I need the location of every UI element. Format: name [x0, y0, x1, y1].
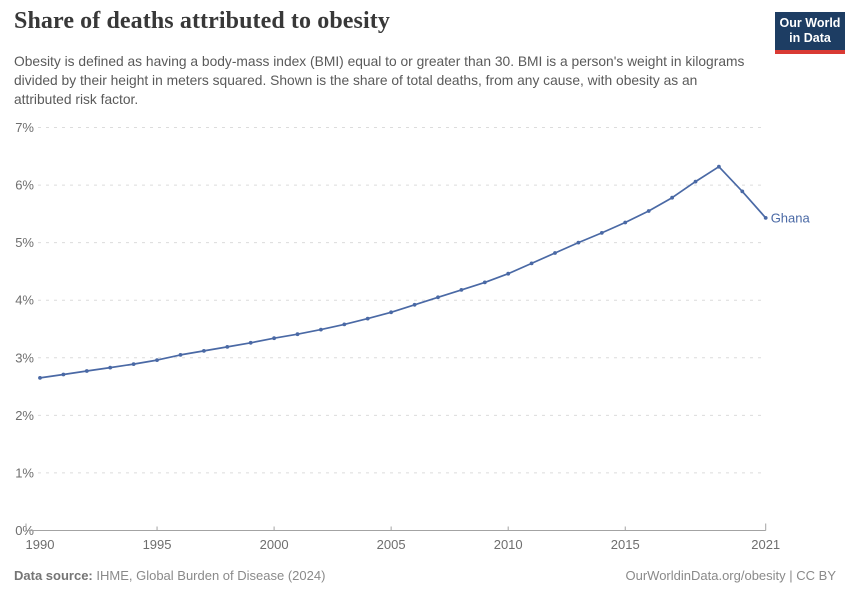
y-axis-tick-label: 2% [15, 408, 34, 423]
y-axis-tick-label: 1% [15, 465, 34, 480]
data-point [202, 349, 206, 353]
x-axis-tick-label: 2021 [751, 537, 780, 552]
data-point [38, 376, 42, 380]
data-point [342, 322, 347, 327]
data-point [84, 369, 89, 373]
chart-footer: Data source: IHME, Global Burden of Dise… [14, 568, 836, 583]
y-axis-tick-label: 4% [15, 293, 34, 308]
owid-logo[interactable]: Our World in Data [775, 12, 845, 54]
data-point [717, 164, 721, 169]
data-point [108, 365, 113, 370]
data-point [693, 179, 698, 184]
y-axis-tick-label: 0% [15, 523, 34, 538]
x-axis-tick-label: 2015 [611, 537, 640, 552]
data-point [412, 302, 417, 307]
data-point [178, 353, 183, 357]
data-point [389, 310, 393, 315]
data-point [623, 220, 628, 225]
data-point [599, 231, 604, 235]
page-title: Share of deaths attributed to obesity [14, 8, 390, 34]
series-entity-label: Ghana [771, 210, 811, 225]
data-source: Data source: IHME, Global Burden of Dise… [14, 568, 325, 583]
data-source-label: Data source: [14, 568, 93, 583]
data-point [436, 295, 440, 300]
data-point [131, 362, 136, 366]
data-point [763, 216, 768, 220]
line-chart: 0% 1% 2% 3% 4% 5% 6% 7% 1990 1995 2000 2005 2010 2015… [15, 120, 811, 552]
data-point [155, 358, 159, 362]
y-axis-tick-label: 7% [15, 120, 34, 135]
chart-subtitle: Obesity is defined as having a body-mass… [14, 54, 745, 108]
data-point [248, 340, 253, 345]
data-point [670, 195, 674, 200]
owid-citation-link[interactable]: OurWorldinData.org/obesity | CC BY [625, 568, 837, 583]
data-point [529, 261, 534, 266]
y-axis-tick-label: 3% [15, 350, 34, 365]
data-point [272, 336, 276, 341]
data-point [576, 240, 581, 245]
data-point [365, 316, 370, 321]
data-point [553, 251, 557, 255]
data-point [319, 327, 323, 332]
y-axis-tick-label: 5% [15, 235, 34, 250]
data-point [295, 332, 300, 337]
x-axis-tick-label: 1990 [26, 537, 55, 552]
x-axis-tick-label: 1995 [143, 537, 172, 552]
data-source-text: IHME, Global Burden of Disease (2024) [92, 568, 326, 583]
data-point [459, 288, 464, 292]
owid-logo-line1: Our World [779, 16, 841, 30]
x-axis-tick-label: 2010 [494, 537, 523, 552]
data-point [61, 372, 66, 377]
data-point [646, 209, 651, 213]
data-point [482, 280, 487, 285]
owid-logo-line2: in Data [789, 31, 831, 46]
x-axis-tick-label: 2000 [260, 537, 289, 552]
x-axis-tick-label: 2005 [377, 537, 406, 552]
data-point [225, 345, 230, 349]
data-point [506, 271, 511, 276]
y-axis-tick-label: 6% [15, 178, 34, 193]
data-line-ghana [39, 165, 767, 379]
data-point [740, 189, 745, 194]
